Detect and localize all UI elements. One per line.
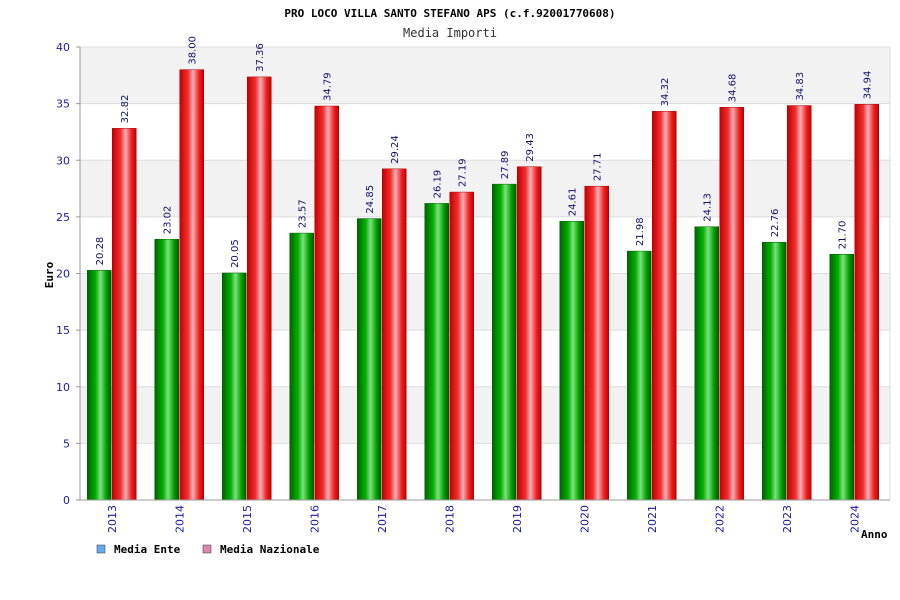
y-tick-label: 0 (63, 494, 70, 507)
plot-band (80, 47, 890, 104)
y-tick-label: 15 (56, 324, 70, 337)
y-tick-label: 35 (56, 98, 70, 111)
x-tick-label: 2023 (781, 505, 794, 533)
y-axis-ticks: 0 5 10 15 20 25 30 35 40 (56, 41, 80, 507)
x-tick-label: 2020 (578, 505, 591, 533)
bar-media-nazionale-2018 (449, 191, 474, 501)
value-label: 29.24 (390, 135, 401, 164)
x-tick-label: 2022 (713, 505, 726, 533)
bar-media-nazionale-2023 (787, 105, 812, 501)
value-label: 26.19 (433, 170, 444, 199)
bar-media-nazionale-2016 (314, 105, 339, 501)
x-tick-label: 2016 (308, 505, 321, 533)
y-tick-label: 25 (56, 211, 70, 224)
value-label: 23.02 (163, 206, 174, 235)
value-label: 37.36 (255, 43, 266, 72)
x-axis-ticks: 2013 2014 2015 2016 2017 2018 2019 2020 2021 2022… (106, 505, 862, 533)
bar-media-ente-2021 (627, 250, 652, 501)
value-label: 24.85 (365, 185, 376, 214)
x-tick-label: 2014 (173, 505, 186, 533)
y-axis-label: Euro (43, 261, 56, 288)
plot-band (80, 216, 890, 274)
y-tick-label: 10 (56, 381, 70, 394)
bar-media-ente-2018 (424, 203, 449, 501)
bar-media-ente-2022 (694, 226, 719, 501)
bar-media-nazionale-2015 (247, 76, 272, 501)
bar-media-nazionale-2019 (517, 166, 542, 501)
plot-band (80, 443, 890, 500)
y-tick-label: 30 (56, 154, 70, 167)
plot-band (80, 103, 890, 161)
bar-media-nazionale-2022 (719, 106, 744, 501)
plot-background (80, 47, 890, 500)
x-axis-label: Anno (861, 528, 888, 541)
value-label: 27.89 (500, 151, 511, 180)
bar-media-ente-2019 (492, 183, 517, 501)
bar-media-nazionale-2014 (179, 69, 204, 501)
bar-media-nazionale-2020 (584, 185, 609, 501)
legend-swatch-media-nazionale (202, 544, 212, 554)
y-tick-label: 40 (56, 41, 70, 54)
value-label: 20.28 (95, 237, 106, 266)
x-tick-label: 2021 (646, 505, 659, 533)
value-label: 23.57 (298, 199, 309, 228)
value-label: 34.68 (728, 74, 739, 103)
value-label: 38.00 (188, 36, 199, 65)
value-label: 21.98 (635, 217, 646, 246)
value-label: 34.79 (323, 72, 334, 101)
legend-label-media-ente: Media Ente (114, 543, 181, 556)
bar-media-nazionale-2017 (382, 168, 407, 501)
bar-media-ente-2013 (87, 270, 112, 501)
x-tick-label: 2018 (443, 505, 456, 533)
bar-media-ente-2015 (222, 272, 247, 501)
bar-media-nazionale-2013 (112, 128, 137, 501)
y-tick-label: 20 (56, 268, 70, 281)
bar-media-ente-2024 (829, 253, 854, 501)
value-label: 24.61 (568, 188, 579, 217)
x-tick-label: 2019 (511, 505, 524, 533)
legend-swatch-media-ente (96, 544, 106, 554)
value-label: 22.76 (770, 209, 781, 238)
bar-media-nazionale-2024 (854, 104, 879, 501)
plot-band (80, 386, 890, 444)
value-label: 29.43 (525, 133, 536, 162)
value-label: 24.13 (703, 193, 714, 222)
value-label: 34.32 (660, 78, 671, 107)
value-label: 27.71 (593, 153, 604, 182)
x-tick-label: 2013 (106, 505, 119, 533)
value-labels: 20.28 32.82 23.02 38.00 20.05 37.36 23.57 34.79… (95, 36, 874, 268)
plot-band (80, 330, 890, 387)
bar-media-ente-2014 (154, 239, 179, 501)
plot-band (80, 273, 890, 331)
plot-band (80, 160, 890, 217)
bar-media-ente-2017 (357, 218, 382, 501)
x-tick-label: 2017 (376, 505, 389, 533)
value-label: 21.70 (838, 221, 849, 250)
legend-label-media-nazionale: Media Nazionale (220, 543, 320, 556)
value-label: 27.19 (458, 158, 469, 187)
bar-media-ente-2016 (289, 232, 314, 501)
y-tick-label: 5 (63, 437, 70, 450)
bar-media-ente-2023 (762, 241, 787, 501)
value-label: 20.05 (230, 239, 241, 268)
value-label: 34.83 (795, 72, 806, 101)
bar-media-ente-2020 (559, 221, 584, 501)
legend: Media Ente Media Nazionale (96, 543, 320, 556)
bar-media-nazionale-2021 (652, 111, 677, 501)
value-label: 32.82 (120, 95, 131, 124)
chart-subtitle: Media Importi (403, 26, 497, 40)
chart-title: PRO LOCO VILLA SANTO STEFANO APS (c.f.92… (284, 7, 615, 20)
value-label: 34.94 (863, 71, 874, 100)
x-tick-label: 2024 (848, 505, 861, 533)
x-tick-label: 2015 (241, 505, 254, 533)
